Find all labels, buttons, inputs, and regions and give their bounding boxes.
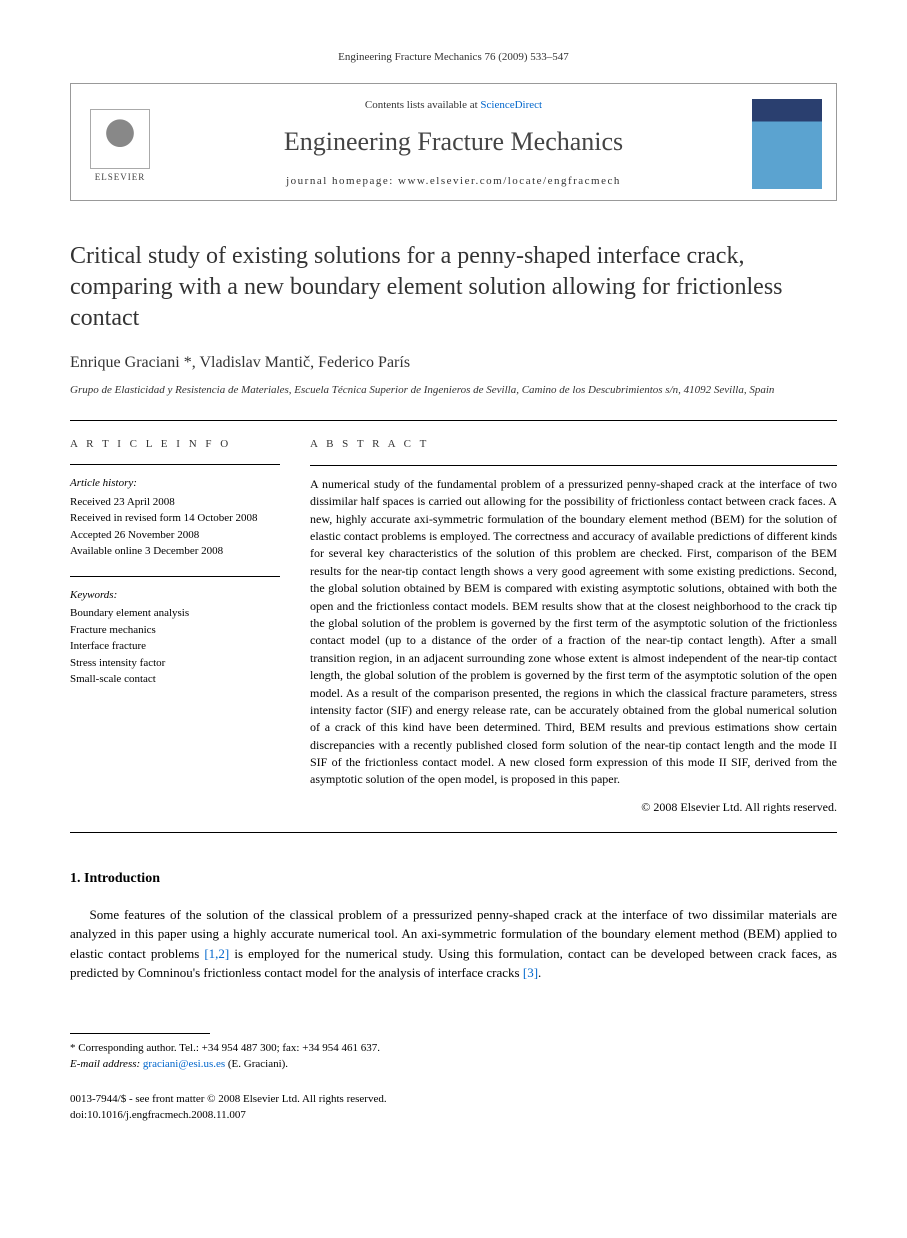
history-item: Available online 3 December 2008 [70,543,280,560]
keyword-item: Stress intensity factor [70,655,280,672]
history-item: Received in revised form 14 October 2008 [70,510,280,527]
contents-prefix: Contents lists available at [365,99,480,111]
elsevier-label: ELSEVIER [95,171,146,184]
article-info-heading: A R T I C L E I N F O [70,437,280,452]
reference-link[interactable]: [3] [523,965,538,980]
article-history-block: Article history: Received 23 April 2008 … [70,475,280,560]
intro-paragraph: Some features of the solution of the cla… [70,905,837,983]
journal-homepage: journal homepage: www.elsevier.com/locat… [171,174,736,189]
history-item: Received 23 April 2008 [70,494,280,511]
history-label: Article history: [70,475,280,492]
journal-header-box: ELSEVIER Contents lists available at Sci… [70,83,837,200]
page-container: Engineering Fracture Mechanics 76 (2009)… [0,0,907,1164]
abstract-divider [310,465,837,466]
keywords-label: Keywords: [70,587,280,604]
corresponding-author-block: * Corresponding author. Tel.: +34 954 48… [70,1040,837,1073]
journal-center: Contents lists available at ScienceDirec… [171,98,736,189]
divider-bottom [70,832,837,833]
affiliation-line: Grupo de Elasticidad y Resistencia de Ma… [70,383,837,398]
abstract-heading: A B S T R A C T [310,437,837,453]
header-citation: Engineering Fracture Mechanics 76 (2009)… [70,50,837,65]
sciencedirect-link[interactable]: ScienceDirect [480,99,542,111]
email-label: E-mail address: [70,1058,140,1070]
abstract-column: A B S T R A C T A numerical study of the… [310,437,837,816]
info-divider-2 [70,576,280,577]
email-suffix: (E. Graciani). [225,1058,288,1070]
section-1-heading: 1. Introduction [70,869,837,889]
journal-cover-thumbnail [752,99,822,189]
keyword-item: Boundary element analysis [70,605,280,622]
keywords-block: Keywords: Boundary element analysis Frac… [70,587,280,688]
article-title: Critical study of existing solutions for… [70,241,837,335]
abstract-copyright: © 2008 Elsevier Ltd. All rights reserved… [310,799,837,816]
keyword-item: Fracture mechanics [70,622,280,639]
email-link[interactable]: graciani@esi.us.es [143,1058,225,1070]
corresponding-line: * Corresponding author. Tel.: +34 954 48… [70,1040,837,1057]
elsevier-tree-icon [90,109,150,169]
info-divider-1 [70,464,280,465]
abstract-text: A numerical study of the fundamental pro… [310,476,837,789]
history-item: Accepted 26 November 2008 [70,527,280,544]
article-info-column: A R T I C L E I N F O Article history: R… [70,437,280,816]
doi-line: doi:10.1016/j.engfracmech.2008.11.007 [70,1107,837,1124]
footnote-separator [70,1033,210,1034]
keyword-item: Small-scale contact [70,671,280,688]
reference-link[interactable]: [1,2] [204,946,229,961]
para-text: . [538,965,541,980]
email-line: E-mail address: graciani@esi.us.es (E. G… [70,1056,837,1073]
journal-name: Engineering Fracture Mechanics [171,124,736,160]
doi-block: 0013-7944/$ - see front matter © 2008 El… [70,1091,837,1124]
issn-line: 0013-7944/$ - see front matter © 2008 El… [70,1091,837,1108]
contents-available-line: Contents lists available at ScienceDirec… [171,98,736,113]
info-abstract-row: A R T I C L E I N F O Article history: R… [70,421,837,832]
authors-line: Enrique Graciani *, Vladislav Mantič, Fe… [70,352,837,374]
keyword-item: Interface fracture [70,638,280,655]
elsevier-logo: ELSEVIER [85,104,155,184]
